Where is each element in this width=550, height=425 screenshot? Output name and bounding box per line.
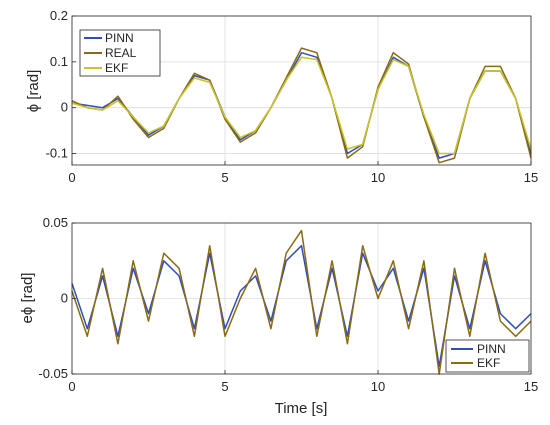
bottom-ytick-label: 0.05 bbox=[43, 215, 68, 230]
bottom-series-ekf-line bbox=[71, 229, 532, 375]
bottom-ytick-label: -0.05 bbox=[38, 366, 68, 381]
top-ytick-label: 0.2 bbox=[50, 8, 68, 23]
bottom-series-pinn-line bbox=[71, 244, 532, 368]
top-xtick-label: 0 bbox=[68, 170, 75, 185]
top-xtick-label: 15 bbox=[524, 170, 538, 185]
legend-label-real: REAL bbox=[105, 46, 137, 60]
top-xtick-label: 5 bbox=[221, 170, 228, 185]
bottom-ylabel: eϕ [rad] bbox=[19, 273, 36, 324]
bottom-legend: PINN EKF bbox=[445, 339, 530, 373]
top-series-ekf-line bbox=[71, 56, 532, 155]
top-ytick-label: 0.1 bbox=[50, 54, 68, 69]
legend-label-ekf: EKF bbox=[105, 61, 128, 75]
top-panel: 0 5 10 15-0.100.10.2 ϕ [rad] PINN REAL EKF bbox=[25, 8, 538, 185]
top-plot-frame bbox=[71, 15, 532, 166]
bottom-xtick-label: 15 bbox=[524, 379, 538, 394]
top-legend: PINN REAL EKF bbox=[79, 29, 161, 77]
top-ytick-label: 0 bbox=[61, 100, 68, 115]
bottom-xtick-label: 0 bbox=[68, 379, 75, 394]
bottom-xtick-label: 10 bbox=[371, 379, 385, 394]
legend-label-pinn: PINN bbox=[105, 31, 134, 45]
bottom-ytick-label: 0 bbox=[61, 291, 68, 306]
bottom-xlabel: Time [s] bbox=[275, 400, 328, 417]
bottom-xtick-label: 5 bbox=[221, 379, 228, 394]
top-xtick-label: 10 bbox=[371, 170, 385, 185]
bottom-series bbox=[71, 229, 532, 375]
top-series bbox=[71, 47, 532, 164]
top-ticks: 0 5 10 15-0.100.10.2 bbox=[46, 8, 539, 185]
top-ytick-label: -0.1 bbox=[46, 146, 68, 161]
bottom-legend-box bbox=[445, 339, 530, 373]
legend-label-ekf-bottom: EKF bbox=[477, 356, 500, 370]
top-ylabel: ϕ [rad] bbox=[25, 70, 42, 113]
legend-label-pinn-bottom: PINN bbox=[477, 342, 506, 356]
top-series-real-line bbox=[71, 47, 532, 164]
